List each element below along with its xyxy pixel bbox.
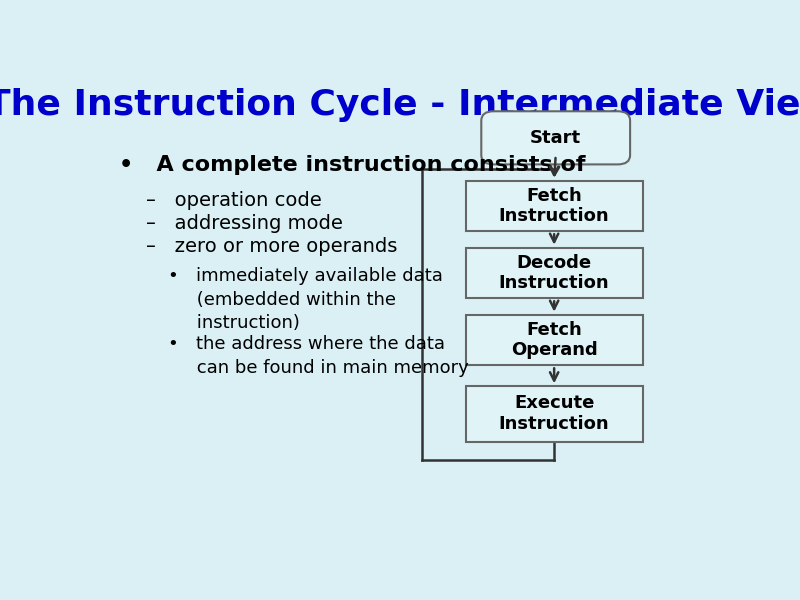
- Text: Start: Start: [530, 129, 582, 147]
- Text: Fetch
Operand: Fetch Operand: [510, 320, 598, 359]
- Text: Execute
Instruction: Execute Instruction: [499, 394, 610, 433]
- Text: •   immediately available data
     (embedded within the
     instruction): • immediately available data (embedded w…: [168, 267, 443, 332]
- Text: •   A complete instruction consists of: • A complete instruction consists of: [118, 155, 585, 175]
- FancyBboxPatch shape: [466, 248, 642, 298]
- FancyBboxPatch shape: [482, 111, 630, 164]
- Text: –   addressing mode: – addressing mode: [146, 214, 343, 233]
- FancyBboxPatch shape: [466, 386, 642, 442]
- Text: –   zero or more operands: – zero or more operands: [146, 238, 398, 256]
- Text: –   operation code: – operation code: [146, 191, 322, 210]
- Text: •   the address where the data
     can be found in main memory: • the address where the data can be foun…: [168, 335, 469, 377]
- Text: The Instruction Cycle - Intermediate View: The Instruction Cycle - Intermediate Vie…: [0, 88, 800, 122]
- FancyBboxPatch shape: [466, 181, 642, 232]
- FancyBboxPatch shape: [466, 314, 642, 365]
- Text: Decode
Instruction: Decode Instruction: [499, 254, 610, 292]
- Text: Fetch
Instruction: Fetch Instruction: [499, 187, 610, 226]
